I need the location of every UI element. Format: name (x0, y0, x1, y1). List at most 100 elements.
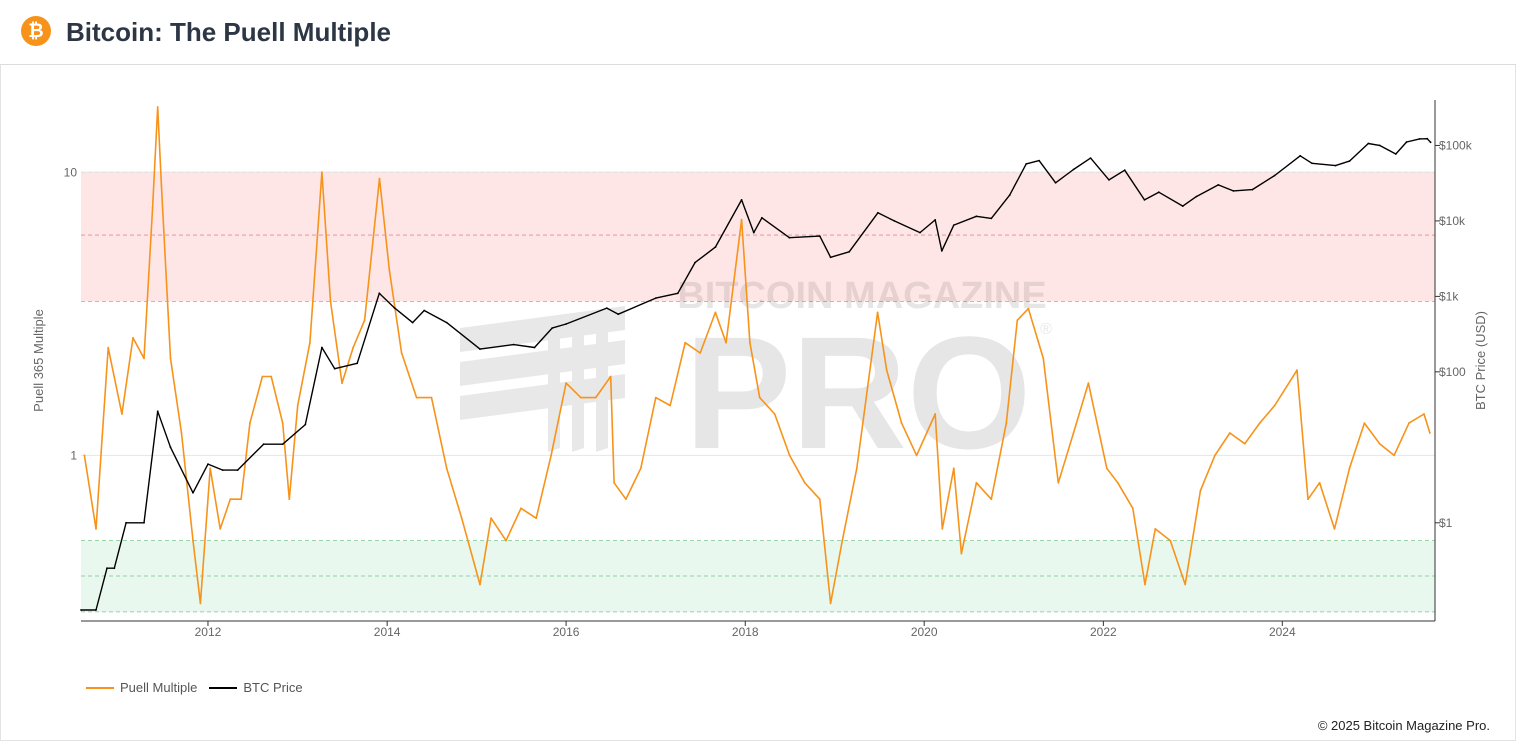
btc-price-point-54 (1089, 157, 1092, 160)
puell-multiple-point-54 (725, 341, 727, 344)
btc-price-point-20 (411, 321, 414, 324)
puell-multiple-point-40 (535, 517, 538, 520)
puell-multiple-point-82 (1105, 467, 1108, 470)
puell-multiple-point-79 (1057, 481, 1060, 484)
page-title: Bitcoin: The Puell Multiple (66, 17, 391, 47)
right-tick-label-0: $100k (1439, 138, 1473, 152)
btc-price-point-75 (1429, 141, 1432, 144)
puell-multiple-point-87 (1169, 539, 1172, 542)
puell-multiple-point-39 (520, 507, 522, 510)
btc-price-point-68 (1348, 160, 1351, 163)
puell-multiple-point-7 (156, 106, 159, 108)
puell-multiple-point-48 (639, 467, 642, 470)
btc-price-point-74 (1426, 137, 1429, 140)
puell-multiple-point-42 (565, 382, 567, 384)
btc-price-point-34 (740, 199, 743, 201)
puell-multiple-point-100 (1363, 422, 1366, 424)
copyright-text: © 2025 Bitcoin Magazine Pro. (1317, 718, 1490, 733)
btc-price-point-71 (1394, 153, 1397, 155)
puell-multiple-point-85 (1144, 583, 1146, 586)
btc-price-point-36 (761, 216, 763, 219)
btc-price-point-72 (1405, 141, 1408, 143)
puell-multiple-point-91 (1228, 432, 1231, 434)
puell-multiple-point-67 (900, 422, 903, 424)
puell-multiple-point-60 (803, 481, 806, 484)
puell-multiple-point-6 (151, 206, 154, 209)
btc-price-point-44 (934, 219, 937, 221)
btc-price-point-17 (356, 362, 359, 365)
puell-multiple-point-12 (199, 602, 202, 605)
btc-price-point-25 (533, 346, 536, 349)
axes (81, 100, 1436, 622)
puell-multiple-point-76 (1016, 319, 1019, 322)
btc-price-point-21 (423, 309, 426, 312)
puell-multiple-point-102 (1393, 454, 1395, 457)
puell-multiple-point-57 (758, 396, 761, 399)
btc-price-point-14 (304, 423, 307, 426)
btc-price-point-69 (1367, 142, 1370, 145)
puell-multiple-chart[interactable]: BITCOIN MAGAZINE PRO ® 2012 2014 2016 2018 2… (0, 64, 1516, 680)
btc-price-point-56 (1123, 169, 1126, 172)
puell-multiple-point-30 (388, 269, 391, 272)
btc-price-point-39 (829, 256, 832, 259)
legend-label-puell: Puell Multiple (120, 680, 198, 695)
legend-label-btc: BTC Price (243, 680, 303, 695)
puell-multiple-point-50 (669, 404, 672, 407)
left-tick-label-0: 10 (64, 165, 78, 179)
x-tick-label-0: 2012 (195, 625, 222, 639)
puell-multiple-point-96 (1307, 498, 1309, 501)
watermark-logo-icon (460, 306, 625, 452)
x-tick-label-1: 2014 (374, 625, 401, 639)
btc-price-point-27 (565, 323, 567, 325)
btc-price-point-59 (1181, 205, 1184, 208)
btc-price-point-22 (445, 321, 448, 324)
btc-price-point-10 (221, 469, 224, 471)
btc-price-point-3 (113, 567, 116, 570)
btc-price-point-5 (143, 521, 145, 524)
legend-item-btc[interactable]: BTC Price (209, 680, 303, 695)
left-tick-label-1: 1 (70, 448, 77, 462)
btc-price-point-60 (1195, 195, 1198, 198)
puell-multiple-point-81 (1087, 382, 1090, 384)
puell-multiple-point-89 (1199, 489, 1202, 492)
btc-price-point-41 (877, 211, 879, 214)
puell-multiple-point-14 (219, 528, 222, 530)
puell-multiple-point-49 (654, 396, 657, 399)
btc-price-point-70 (1378, 144, 1381, 147)
puell-multiple-point-65 (876, 311, 879, 314)
puell-multiple-point-74 (990, 498, 993, 501)
puell-multiple-point-34 (445, 467, 448, 470)
btc-price-point-63 (1251, 188, 1254, 191)
btc-price-point-11 (236, 469, 239, 471)
btc-price-point-38 (818, 235, 821, 238)
btc-price-point-18 (378, 292, 381, 295)
btc-price-point-8 (192, 491, 194, 494)
left-axis-label: Puell 365 Multiple (31, 309, 46, 412)
legend: Puell Multiple BTC Price (86, 680, 303, 695)
btc-price-point-46 (952, 224, 955, 227)
btc-price-point-19 (393, 307, 396, 309)
right-tick-label-4: $1 (1439, 516, 1453, 530)
right-tick-label-2: $1k (1439, 289, 1459, 303)
right-axis-label: BTC Price (USD) (1473, 311, 1488, 410)
btc-price-point-52 (1054, 181, 1057, 184)
btc-price-point-53 (1072, 168, 1075, 171)
puell-multiple-point-0 (83, 454, 86, 457)
puell-multiple-point-16 (240, 498, 243, 501)
legend-swatch-btc (209, 686, 238, 689)
puell-multiple-point-71 (952, 467, 955, 470)
puell-multiple-point-104 (1423, 413, 1425, 415)
btc-price-point-42 (893, 220, 896, 222)
btc-price-point-26 (551, 327, 553, 329)
legend-item-puell[interactable]: Puell Multiple (86, 680, 197, 695)
puell-multiple-point-2 (107, 346, 110, 349)
puell-multiple-point-3 (121, 413, 123, 415)
puell-multiple-point-97 (1318, 481, 1321, 484)
btc-price-point-24 (512, 343, 515, 346)
puell-multiple-point-56 (749, 341, 751, 344)
puell-multiple-point-51 (684, 341, 687, 344)
puell-multiple-point-84 (1131, 507, 1134, 510)
btc-price-point-43 (919, 231, 921, 234)
puell-multiple-point-86 (1154, 528, 1157, 530)
x-tick-label-6: 2024 (1269, 625, 1296, 639)
